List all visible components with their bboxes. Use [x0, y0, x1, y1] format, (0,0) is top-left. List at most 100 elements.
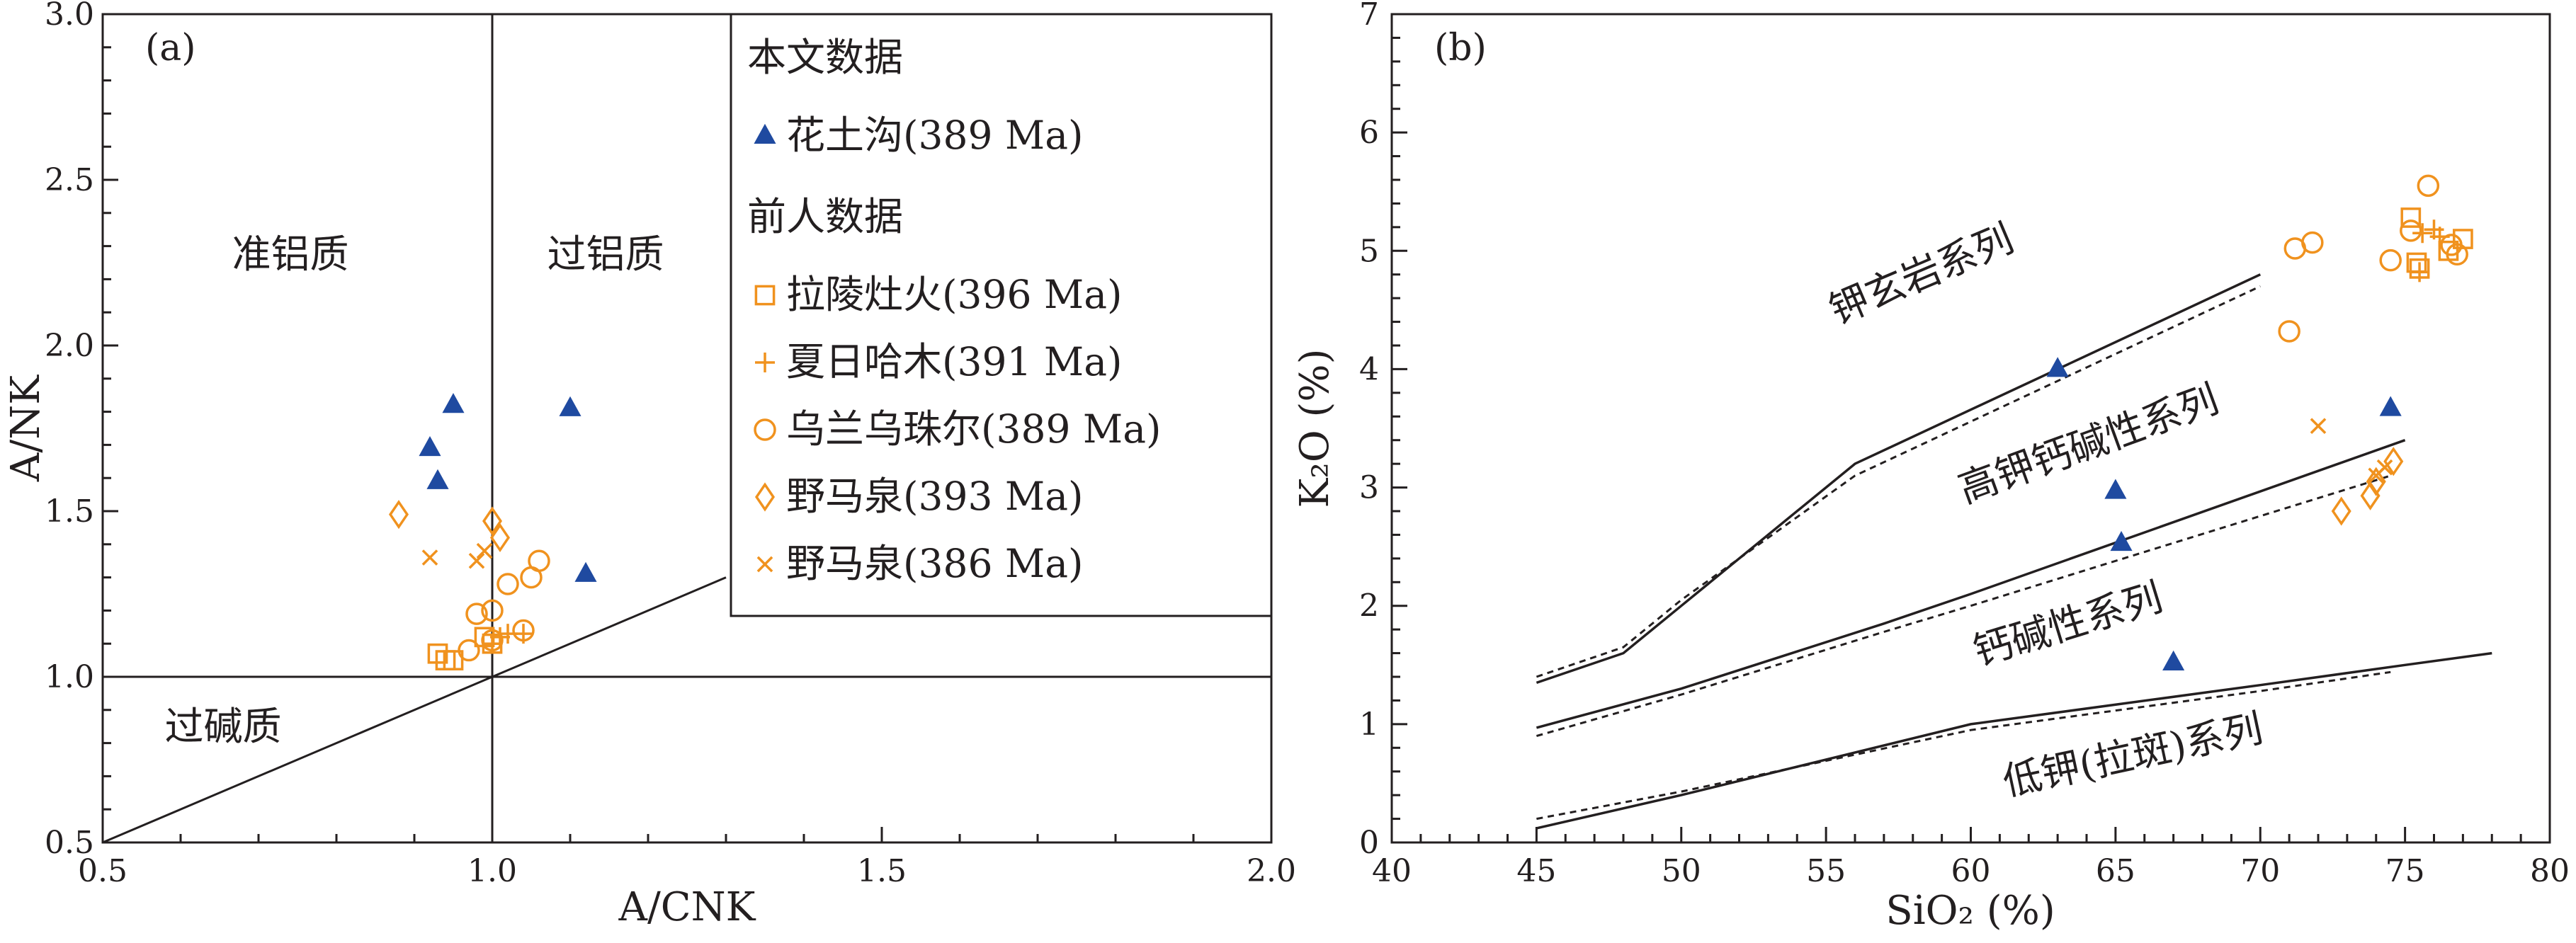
data-point-plus — [2412, 223, 2433, 244]
x-tick-label: 60 — [1951, 853, 1991, 889]
x-tick-label: 55 — [1806, 853, 1846, 889]
y-tick-label: 3 — [1359, 470, 1379, 506]
y-tick-label: 0.5 — [45, 825, 94, 861]
legend-marker-plus — [755, 353, 775, 372]
x-tick-label: 0.5 — [78, 853, 127, 889]
series-label-shoshonite: 钾玄岩系列 — [1822, 215, 2019, 333]
data-point-circle — [2400, 219, 2422, 242]
region-label-peraluminous: 过铝质 — [547, 232, 664, 277]
boundary-solid-0 — [1536, 273, 2262, 685]
y-tick-label: 2.5 — [45, 162, 94, 198]
panel-b-x-axis-label: SiO₂ (%) — [1885, 888, 2055, 934]
x-tick-label: 1.0 — [467, 853, 517, 889]
legend-box — [730, 13, 1273, 617]
data-point-circle — [481, 629, 504, 652]
y-tick-label: 6 — [1359, 115, 1379, 151]
panel-b-label: (b) — [1434, 27, 1487, 69]
data-point-circle — [2417, 174, 2440, 198]
x-tick-label: 75 — [2385, 853, 2425, 889]
panel-a-ticks: 0.5 1.0 1.5 2.0 0.5 1.0 1.5 2.0 2.5 3.0 — [45, 0, 1296, 889]
legend-markers — [754, 123, 776, 573]
region-label-peralkaline: 过碱质 — [164, 704, 281, 749]
data-point-cross — [421, 549, 438, 566]
y-tick-label: 5 — [1359, 233, 1379, 269]
legend-entry-lalingzaohuo: 拉陵灶火(396 Ma) — [786, 272, 1122, 317]
data-point-cross — [468, 552, 485, 569]
boundary-dashed-1 — [1536, 474, 2391, 738]
data-point-square — [2400, 207, 2422, 228]
x-tick-label: 80 — [2530, 853, 2570, 889]
data-point-triangle — [442, 393, 465, 413]
legend: 本文数据 前人数据 花土沟(389 Ma) 拉陵灶火(396 Ma) 夏日哈木(… — [730, 13, 1273, 617]
data-point-circle — [512, 619, 535, 642]
panel-b-boundaries — [1536, 273, 2492, 830]
data-point-circle — [481, 599, 504, 622]
region-label-metaluminous: 准铝质 — [232, 232, 348, 277]
legend-entry-huatugou: 花土沟(389 Ma) — [786, 113, 1083, 158]
legend-header-this-study: 本文数据 — [747, 35, 903, 80]
boundary-dashed-0 — [1536, 285, 2261, 678]
data-point-diamond — [388, 500, 409, 530]
data-point-triangle — [2104, 479, 2127, 499]
x-tick-label: 1.5 — [857, 853, 907, 889]
data-point-cross — [476, 542, 493, 559]
panel-a-y-axis-label: A/NK — [3, 375, 49, 482]
data-point-plus — [2410, 262, 2430, 282]
panel-a: 0.5 1.0 1.5 2.0 0.5 1.0 1.5 2.0 2.5 3.0 (a) 准铝质 过… — [3, 0, 1296, 930]
panel-b-y-axis-label: K₂O (%) — [1292, 349, 1338, 508]
data-point-circle — [528, 549, 550, 572]
x-tick-label: 65 — [2096, 853, 2135, 889]
legend-marker-square — [754, 285, 776, 306]
y-tick-label: 2.0 — [45, 328, 94, 364]
panel-a-label: (a) — [145, 27, 196, 69]
legend-marker-circle — [754, 418, 776, 441]
x-tick-label: 70 — [2240, 853, 2280, 889]
panel-b-frame — [1390, 13, 2551, 844]
data-point-cross — [2310, 418, 2327, 434]
data-point-circle — [465, 602, 488, 625]
x-tick-label: 40 — [1372, 853, 1412, 889]
y-tick-label: 1 — [1359, 707, 1379, 743]
data-point-triangle — [419, 435, 441, 457]
legend-entry-xiarihamu: 夏日哈木(391 Ma) — [786, 339, 1122, 384]
legend-marker-diamond — [754, 482, 776, 512]
x-tick-label: 2.0 — [1247, 853, 1296, 889]
data-point-square — [443, 650, 464, 670]
data-point-circle — [458, 639, 480, 662]
data-point-circle — [2446, 243, 2468, 266]
legend-marker-cross — [756, 556, 773, 573]
legend-entry-yemaquan-393: 野马泉(393 Ma) — [786, 474, 1083, 519]
panel-a-data-points — [388, 393, 597, 670]
data-point-cross — [2376, 459, 2393, 476]
data-point-triangle — [2110, 530, 2133, 551]
y-tick-label: 3.0 — [45, 0, 94, 33]
data-point-circle — [2301, 231, 2324, 254]
data-point-diamond — [2366, 467, 2386, 496]
data-point-triangle — [559, 396, 581, 416]
boundary-dashed-2 — [1536, 670, 2391, 821]
data-point-triangle — [2379, 396, 2402, 416]
legend-entry-yemaquan-386: 野马泉(386 Ma) — [786, 541, 1083, 586]
y-tick-label: 1.0 — [45, 659, 94, 695]
data-point-triangle — [2162, 650, 2185, 670]
data-point-square — [427, 643, 448, 664]
y-tick-label: 4 — [1359, 351, 1379, 387]
legend-marker-triangle — [754, 123, 776, 144]
data-point-triangle — [2046, 357, 2069, 377]
data-point-diamond — [2331, 496, 2351, 526]
data-point-diamond — [482, 506, 503, 536]
y-tick-label: 0 — [1359, 825, 1379, 861]
y-tick-label: 7 — [1359, 0, 1379, 33]
panel-a-x-axis-label: A/CNK — [618, 884, 756, 930]
legend-entry-wulanwuzhuer: 乌兰乌珠尔(389 Ma) — [786, 406, 1161, 452]
panel-b-data-points — [2046, 174, 2473, 670]
data-point-triangle — [426, 469, 449, 489]
boundary-solid-2 — [1536, 651, 2492, 830]
legend-header-previous: 前人数据 — [747, 194, 903, 239]
data-point-diamond — [2383, 447, 2404, 476]
boundary-diagonal — [102, 576, 727, 844]
data-point-triangle — [574, 561, 597, 582]
